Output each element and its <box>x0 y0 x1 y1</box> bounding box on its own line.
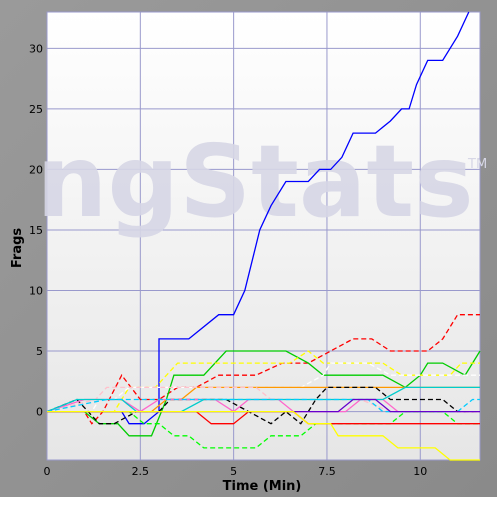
series-line-10 <box>46 398 480 413</box>
x-axis-label: Time (Min) <box>223 479 302 494</box>
series-line-6 <box>46 386 480 425</box>
series-line-9 <box>46 386 480 413</box>
series-line-14 <box>47 410 480 461</box>
series-line-8 <box>46 386 480 413</box>
y-tick-label: 5 <box>36 345 43 358</box>
watermark: ngStats <box>36 123 473 240</box>
series-line-3 <box>47 350 480 413</box>
x-tick-label: 5 <box>230 465 237 478</box>
x-tick-label: 7.5 <box>318 465 336 478</box>
series-lines <box>46 11 481 461</box>
x-tick-label: 10 <box>413 465 427 478</box>
y-tick-label: 0 <box>36 406 43 419</box>
watermark-tm: TM <box>467 157 487 172</box>
y-tick-label: 25 <box>29 103 43 116</box>
y-tick-label: 30 <box>29 42 43 55</box>
series-line-2 <box>47 350 481 437</box>
plot-border <box>46 11 481 461</box>
y-tick-label: 15 <box>29 224 43 237</box>
x-tick-label: 2.5 <box>132 465 150 478</box>
x-tick-label: 0 <box>44 465 51 478</box>
y-tick-label: 20 <box>29 163 43 176</box>
y-axis-label: Frags <box>10 228 25 269</box>
tick-labels: 0 2.5 5 7.5 10 0 5 10 15 20 25 30 <box>29 42 427 478</box>
y-tick-label: 10 <box>29 284 43 297</box>
